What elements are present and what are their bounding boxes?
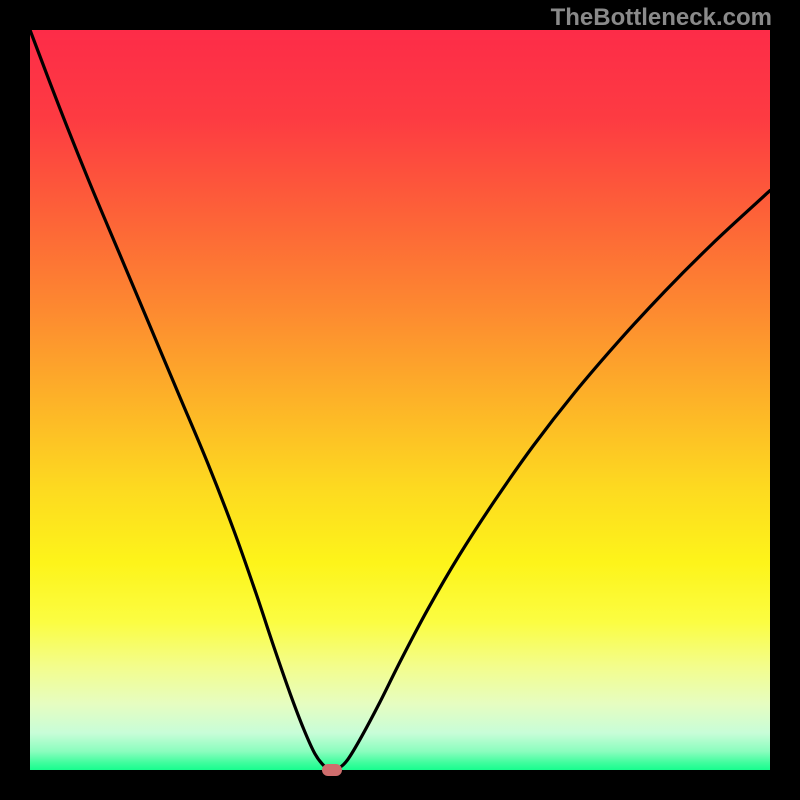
chart-container: TheBottleneck.com	[0, 0, 800, 800]
watermark-text: TheBottleneck.com	[551, 4, 772, 32]
notch-marker	[322, 764, 342, 776]
plot-area	[30, 30, 770, 770]
